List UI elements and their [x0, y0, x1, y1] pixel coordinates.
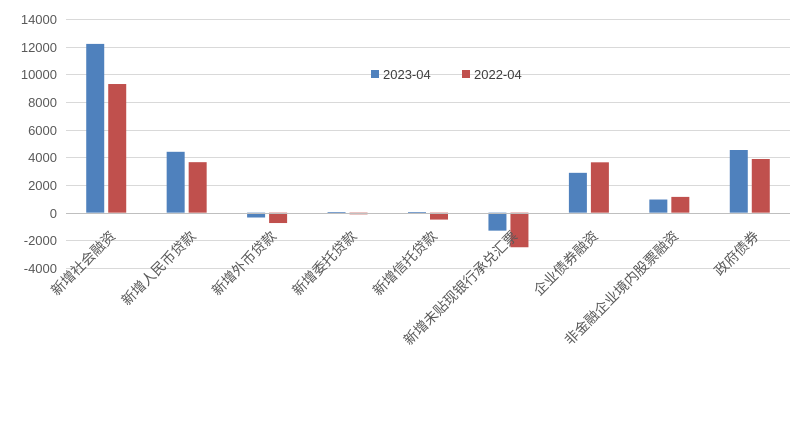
y-tick-label: 8000 [28, 95, 57, 110]
bar-2022-04 [751, 158, 770, 213]
bar-2023-04 [327, 212, 346, 214]
y-tick-label: 10000 [21, 67, 57, 82]
category-label: 企业债券融资 [530, 228, 601, 299]
bar-2022-04 [430, 212, 448, 220]
bar-2022-04 [269, 212, 288, 224]
bar-2022-04 [510, 212, 529, 248]
bar-2022-04 [590, 162, 609, 213]
bar-2023-04 [729, 150, 748, 213]
bar-2023-04 [488, 212, 507, 231]
bar-2022-04 [671, 196, 690, 213]
bar-2023-04 [649, 199, 668, 213]
y-axis-tick-labels: -4000 -2000 0 2000 4000 6000 8000 10000 12000 140… [21, 12, 57, 276]
bar-2023-04 [86, 43, 105, 213]
y-tick-label: 14000 [21, 12, 57, 27]
category-label: 新增委托贷款 [290, 229, 361, 300]
y-tick-label: -4000 [24, 261, 57, 276]
y-tick-label: 0 [50, 206, 57, 221]
bar-2023-04 [568, 172, 587, 213]
category-labels: 新增社会融资 新增人民币贷款 新增外币贷款 新增委托贷款 新增信托贷款新增未贴现银行承兑… [48, 228, 762, 349]
legend-swatch [462, 70, 470, 78]
category-label: 新增社会融资 [48, 229, 119, 300]
category-label: 政府债券 [712, 229, 763, 280]
y-tick-label: 4000 [28, 150, 57, 165]
bars [86, 43, 770, 248]
gridlines [66, 19, 790, 269]
legend: 2023-04 2022-04 [371, 67, 522, 82]
bar-2022-04 [108, 84, 127, 213]
y-tick-label: -2000 [24, 233, 57, 248]
legend-swatch [371, 70, 379, 78]
legend-label: 2022-04 [474, 67, 522, 82]
bar-2022-04 [188, 162, 207, 213]
y-tick-label: 12000 [21, 40, 57, 55]
y-tick-label: 2000 [28, 178, 57, 193]
bar-2023-04 [247, 212, 266, 218]
bar-2023-04 [166, 151, 185, 213]
category-label: 新增信托贷款 [370, 229, 441, 300]
legend-label: 2023-04 [383, 67, 431, 82]
bar-2023-04 [408, 212, 426, 214]
category-label: 新增外币贷款 [209, 229, 280, 300]
y-tick-label: 6000 [28, 123, 57, 138]
